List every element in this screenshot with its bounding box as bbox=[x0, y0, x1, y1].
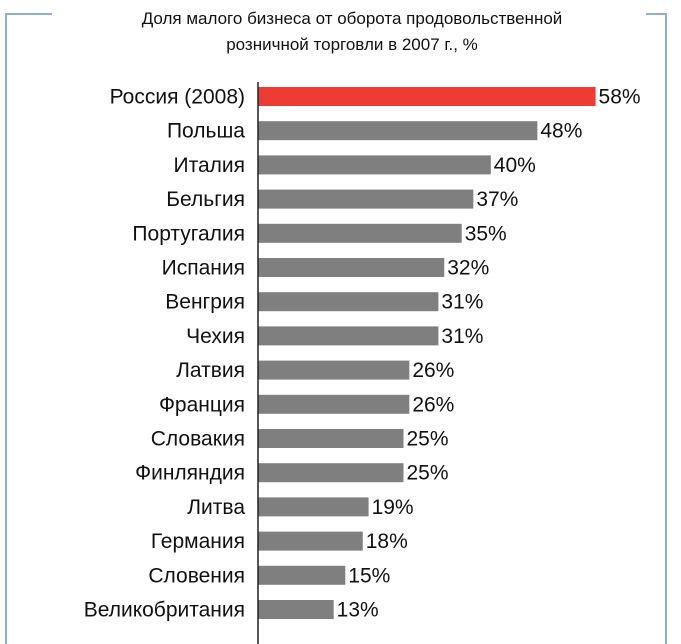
chart-title-line-2: розничной торговли в 2007 г., % bbox=[226, 35, 478, 54]
value-label: 31% bbox=[441, 291, 483, 314]
category-label: Венгрия bbox=[165, 291, 245, 314]
bar bbox=[258, 531, 363, 551]
value-label: 58% bbox=[599, 86, 641, 109]
category-label: Германия bbox=[151, 530, 245, 553]
category-label: Франция bbox=[159, 393, 245, 416]
value-label: 26% bbox=[412, 359, 454, 382]
category-label: Чехия bbox=[186, 325, 245, 348]
value-label: 26% bbox=[412, 393, 454, 416]
value-label: 37% bbox=[476, 188, 518, 211]
value-label: 32% bbox=[447, 257, 489, 280]
category-label: Италия bbox=[173, 154, 245, 177]
bar bbox=[258, 600, 334, 619]
value-label: 31% bbox=[441, 325, 483, 348]
value-label: 35% bbox=[465, 222, 507, 245]
bar bbox=[258, 326, 439, 346]
category-label: Литва bbox=[187, 496, 245, 519]
bar bbox=[258, 463, 404, 483]
value-label: 25% bbox=[407, 428, 449, 451]
category-label: Финляндия bbox=[135, 462, 245, 485]
category-label: Польша bbox=[167, 120, 245, 143]
bar bbox=[258, 121, 538, 141]
bars-group: Россия (2008) 58% Польша 48% Италия 40% Бельги… bbox=[84, 86, 641, 622]
bar bbox=[258, 189, 474, 209]
bar bbox=[258, 258, 445, 277]
value-label: 13% bbox=[337, 599, 379, 622]
bar bbox=[258, 394, 410, 414]
category-label: Великобритания bbox=[84, 599, 245, 622]
category-label: Латвия bbox=[176, 359, 245, 382]
value-label: 19% bbox=[372, 496, 414, 519]
value-label: 40% bbox=[494, 154, 536, 177]
category-label: Россия (2008) bbox=[110, 86, 245, 109]
category-label: Португалия bbox=[132, 222, 245, 245]
value-label: 25% bbox=[407, 462, 449, 485]
category-label: Бельгия bbox=[166, 188, 245, 211]
category-label: Словакия bbox=[151, 428, 245, 451]
value-label: 15% bbox=[348, 564, 390, 587]
chart-border bbox=[5, 13, 667, 644]
category-label: Испания bbox=[162, 257, 245, 280]
chart-title-line-1: Доля малого бизнеса от оборота продоволь… bbox=[142, 9, 563, 28]
bar bbox=[258, 497, 369, 517]
bar bbox=[258, 155, 491, 175]
value-label: 18% bbox=[366, 530, 408, 553]
bar bbox=[258, 565, 346, 585]
bar bbox=[258, 360, 410, 380]
bar bbox=[258, 87, 596, 106]
bar bbox=[258, 223, 462, 243]
bar bbox=[258, 292, 439, 312]
category-label: Словения bbox=[148, 564, 245, 587]
value-label: 48% bbox=[540, 120, 582, 143]
bar bbox=[258, 429, 404, 448]
